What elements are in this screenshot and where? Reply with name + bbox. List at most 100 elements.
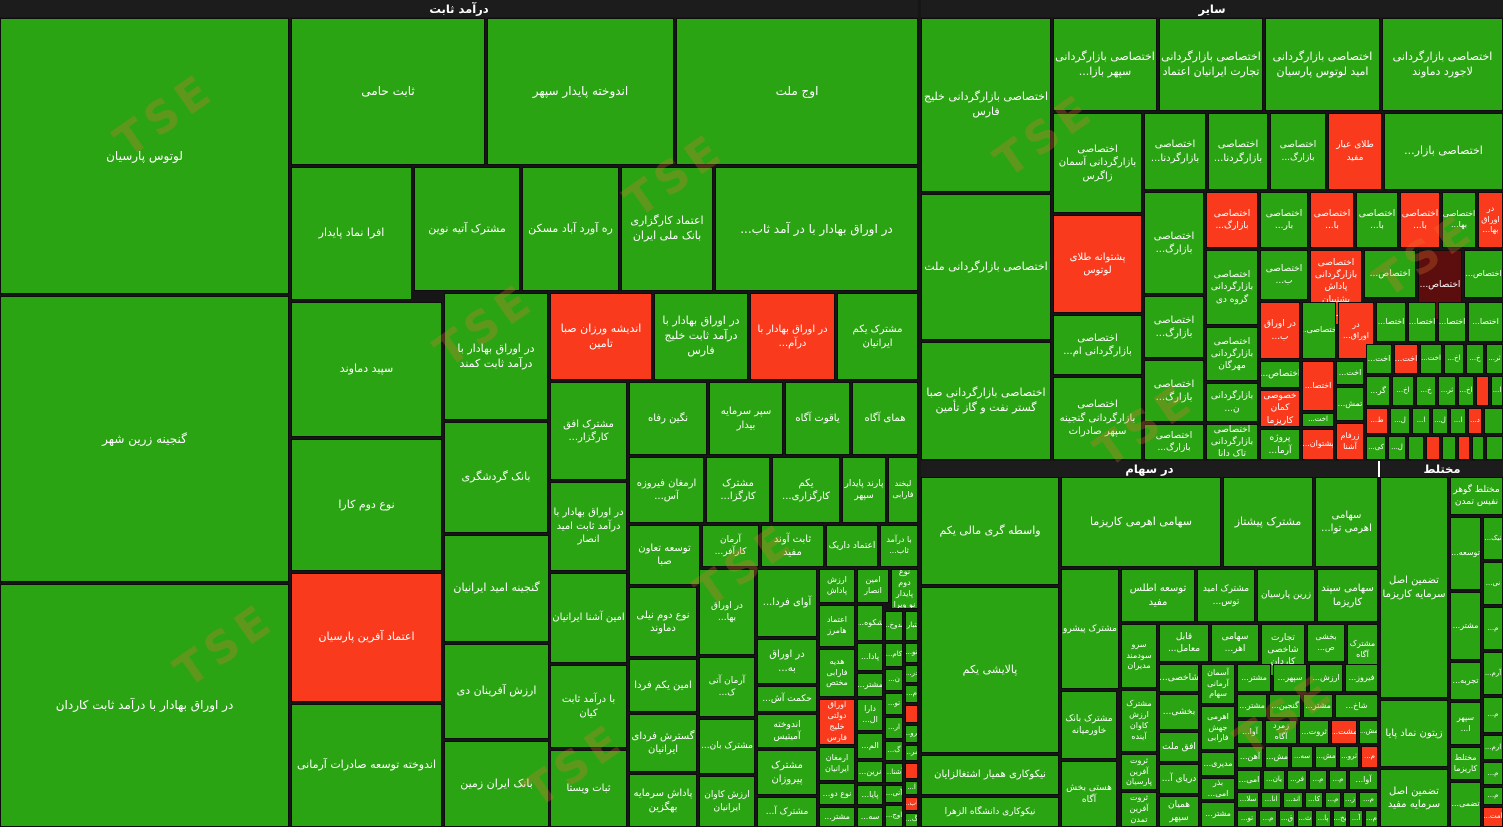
fund-cell[interactable]: آوا... — [1237, 720, 1263, 744]
fund-cell[interactable]: بازارگردانی ن... — [1206, 383, 1258, 422]
fund-cell[interactable] — [1486, 436, 1503, 460]
fund-cell[interactable]: سپر سرمایه بیدار — [709, 382, 783, 455]
fund-cell[interactable]: اختصاصی بازارگ... — [1144, 424, 1204, 460]
fund-cell[interactable]: مشترک بانک خاورمیانه — [1061, 691, 1117, 759]
fund-cell[interactable]: اختصاصی با... — [1400, 192, 1440, 248]
fund-cell[interactable]: ثرو... — [1339, 746, 1359, 768]
fund-cell[interactable]: م... — [1329, 770, 1347, 790]
fund-cell[interactable]: امی... — [1237, 770, 1261, 790]
fund-cell[interactable]: ارزش... — [1309, 664, 1343, 692]
fund-cell[interactable]: پارند پایدار سپهر — [842, 457, 886, 523]
fund-cell[interactable]: نو... — [905, 643, 918, 663]
fund-cell[interactable]: مشترک بان... — [699, 719, 755, 774]
fund-cell[interactable]: با درآمد ثاب... — [880, 525, 918, 567]
fund-cell[interactable]: تجربه... — [1450, 662, 1481, 700]
fund-cell[interactable]: سه... — [1291, 746, 1313, 768]
fund-cell[interactable]: اختصاصی بازارگردانی گنجینه سپهر صادرات — [1053, 377, 1142, 460]
fund-cell[interactable]: تضمین اصل سرمایه کاریزما — [1380, 477, 1448, 698]
fund-cell[interactable]: مشترک افق کارگزار... — [550, 382, 627, 480]
fund-cell[interactable]: تو... — [1237, 810, 1257, 827]
fund-cell[interactable]: اختصاصی بازارگردنا... — [1144, 113, 1206, 190]
fund-cell[interactable]: ثر... — [1486, 344, 1503, 374]
fund-cell[interactable]: م... — [1483, 787, 1503, 805]
fund-cell[interactable]: مشترک آتیه نوین — [414, 167, 520, 291]
fund-cell[interactable]: توسعه تعاون صبا — [629, 525, 700, 585]
fund-cell[interactable]: اختصاصی بازارگردانی سپهر بازا... — [1053, 18, 1157, 111]
fund-cell[interactable]: اوج ملت — [676, 18, 918, 165]
fund-cell[interactable]: ل... — [1390, 408, 1410, 434]
fund-cell[interactable]: اختصاصی بازارگ... — [1270, 113, 1326, 190]
fund-cell[interactable]: مشتر... — [819, 807, 855, 827]
fund-cell[interactable]: زیتون نماد پایا — [1380, 700, 1448, 767]
fund-cell[interactable]: در اوراق به... — [757, 639, 817, 684]
fund-cell[interactable]: اختصاصی بازارگردانی تاک دانا — [1206, 424, 1258, 460]
fund-cell[interactable]: شاخ... — [1335, 694, 1378, 718]
fund-cell[interactable] — [1476, 376, 1489, 406]
fund-cell[interactable]: کا... — [1305, 792, 1323, 808]
fund-cell[interactable]: توسعه... — [1450, 517, 1481, 590]
fund-cell[interactable]: همیان سپهر — [1159, 796, 1199, 827]
fund-cell[interactable]: سهامی اهرمی کاریزما — [1061, 477, 1221, 567]
fund-cell[interactable]: در اوراق بهادار با درآم... — [750, 293, 835, 380]
fund-cell[interactable]: مشترک ارزش کاوان آینده — [1121, 690, 1157, 752]
fund-cell[interactable]: توسعه اطلس مفید — [1121, 569, 1195, 622]
fund-cell[interactable]: امین آشنا ایرانیان — [550, 573, 627, 663]
fund-cell[interactable]: ثروت... — [1299, 720, 1329, 744]
fund-cell[interactable]: مشت... — [1331, 720, 1357, 744]
fund-cell[interactable]: مشتر... — [1237, 664, 1271, 692]
fund-cell[interactable]: یخ... — [1333, 810, 1347, 827]
fund-cell[interactable]: در اوراق ب... — [1260, 302, 1300, 359]
fund-cell[interactable]: اندوخته پایدار سپهر — [487, 18, 674, 165]
fund-cell[interactable]: مر... — [905, 745, 918, 761]
fund-cell[interactable]: مشتر... — [1201, 802, 1235, 827]
fund-cell[interactable]: امین یکم فردا — [629, 659, 697, 712]
fund-cell[interactable]: اختصا... — [1468, 302, 1503, 342]
fund-cell[interactable]: م... — [1325, 792, 1341, 808]
fund-cell[interactable]: ار... — [885, 717, 903, 739]
fund-cell[interactable]: سهامی سپند کاریزما — [1317, 569, 1378, 622]
fund-cell[interactable]: پالایشی یکم — [921, 587, 1059, 753]
fund-cell[interactable]: اعتماد هامرز — [819, 605, 855, 647]
fund-cell[interactable]: اختصاصی ب... — [1260, 250, 1308, 300]
fund-cell[interactable]: اخت... — [1302, 413, 1334, 427]
fund-cell[interactable]: در اوراق بها... — [699, 569, 755, 655]
fund-cell[interactable] — [1472, 436, 1484, 460]
fund-cell[interactable]: یان... — [1263, 770, 1285, 790]
fund-cell[interactable]: سرو سودمند مدیران — [1121, 624, 1157, 688]
fund-cell[interactable]: تمش... — [1336, 387, 1364, 421]
fund-cell[interactable]: آوا... — [1349, 770, 1378, 790]
fund-cell[interactable]: در اوراق بهادار با درآمد ثابت خلیج فارس — [654, 293, 748, 380]
fund-cell[interactable]: ثاب... — [905, 797, 918, 811]
fund-cell[interactable]: نرین... — [857, 761, 883, 783]
fund-cell[interactable]: نیکوکاری دانشگاه الزهرا — [921, 797, 1059, 827]
fund-cell[interactable]: فیروز... — [1345, 664, 1378, 692]
fund-cell[interactable]: م... — [1309, 770, 1327, 790]
fund-cell[interactable]: امین انصار — [857, 569, 889, 603]
fund-cell[interactable]: اختصاصی بازارگردانی خلیج فارس — [921, 18, 1051, 192]
fund-cell[interactable]: آهن... — [1237, 746, 1263, 768]
fund-cell[interactable]: واسطه گری مالی یکم — [921, 477, 1059, 585]
fund-cell[interactable]: لوتوس پارسیان — [0, 18, 289, 294]
fund-cell[interactable]: الم... — [857, 733, 883, 759]
fund-cell[interactable]: ثروت آفرین پارسیان — [1121, 754, 1157, 790]
fund-cell[interactable]: یاقوت آگاه — [785, 382, 850, 455]
fund-cell[interactable]: مشترک آ... — [757, 797, 817, 827]
fund-cell[interactable] — [1484, 408, 1503, 434]
fund-cell[interactable]: اختصاصی بار... — [1260, 192, 1308, 248]
fund-cell[interactable]: اختصاص... — [1464, 250, 1503, 298]
fund-cell[interactable]: اخت... — [1420, 344, 1442, 374]
fund-cell[interactable]: آتی... — [885, 785, 903, 803]
fund-cell[interactable]: همای آگاه — [852, 382, 918, 455]
fund-cell[interactable]: نگین رفاه — [629, 382, 707, 455]
fund-cell[interactable]: سلا... — [1237, 792, 1259, 808]
fund-cell[interactable]: د... — [1468, 408, 1482, 434]
fund-cell[interactable]: مختلط گوهر نفیس تمدن — [1450, 477, 1503, 515]
fund-cell[interactable]: ل... — [1388, 436, 1406, 460]
fund-cell[interactable]: ارم... — [1483, 735, 1503, 760]
fund-cell[interactable]: نوع دوم نیلی دماوند — [629, 587, 697, 657]
fund-cell[interactable]: ارزش پاداش — [819, 569, 855, 603]
fund-cell[interactable] — [1442, 436, 1456, 460]
fund-cell[interactable]: بخشی... — [1159, 694, 1199, 730]
fund-cell[interactable] — [905, 705, 918, 723]
fund-cell[interactable]: اخت... — [1394, 344, 1418, 374]
